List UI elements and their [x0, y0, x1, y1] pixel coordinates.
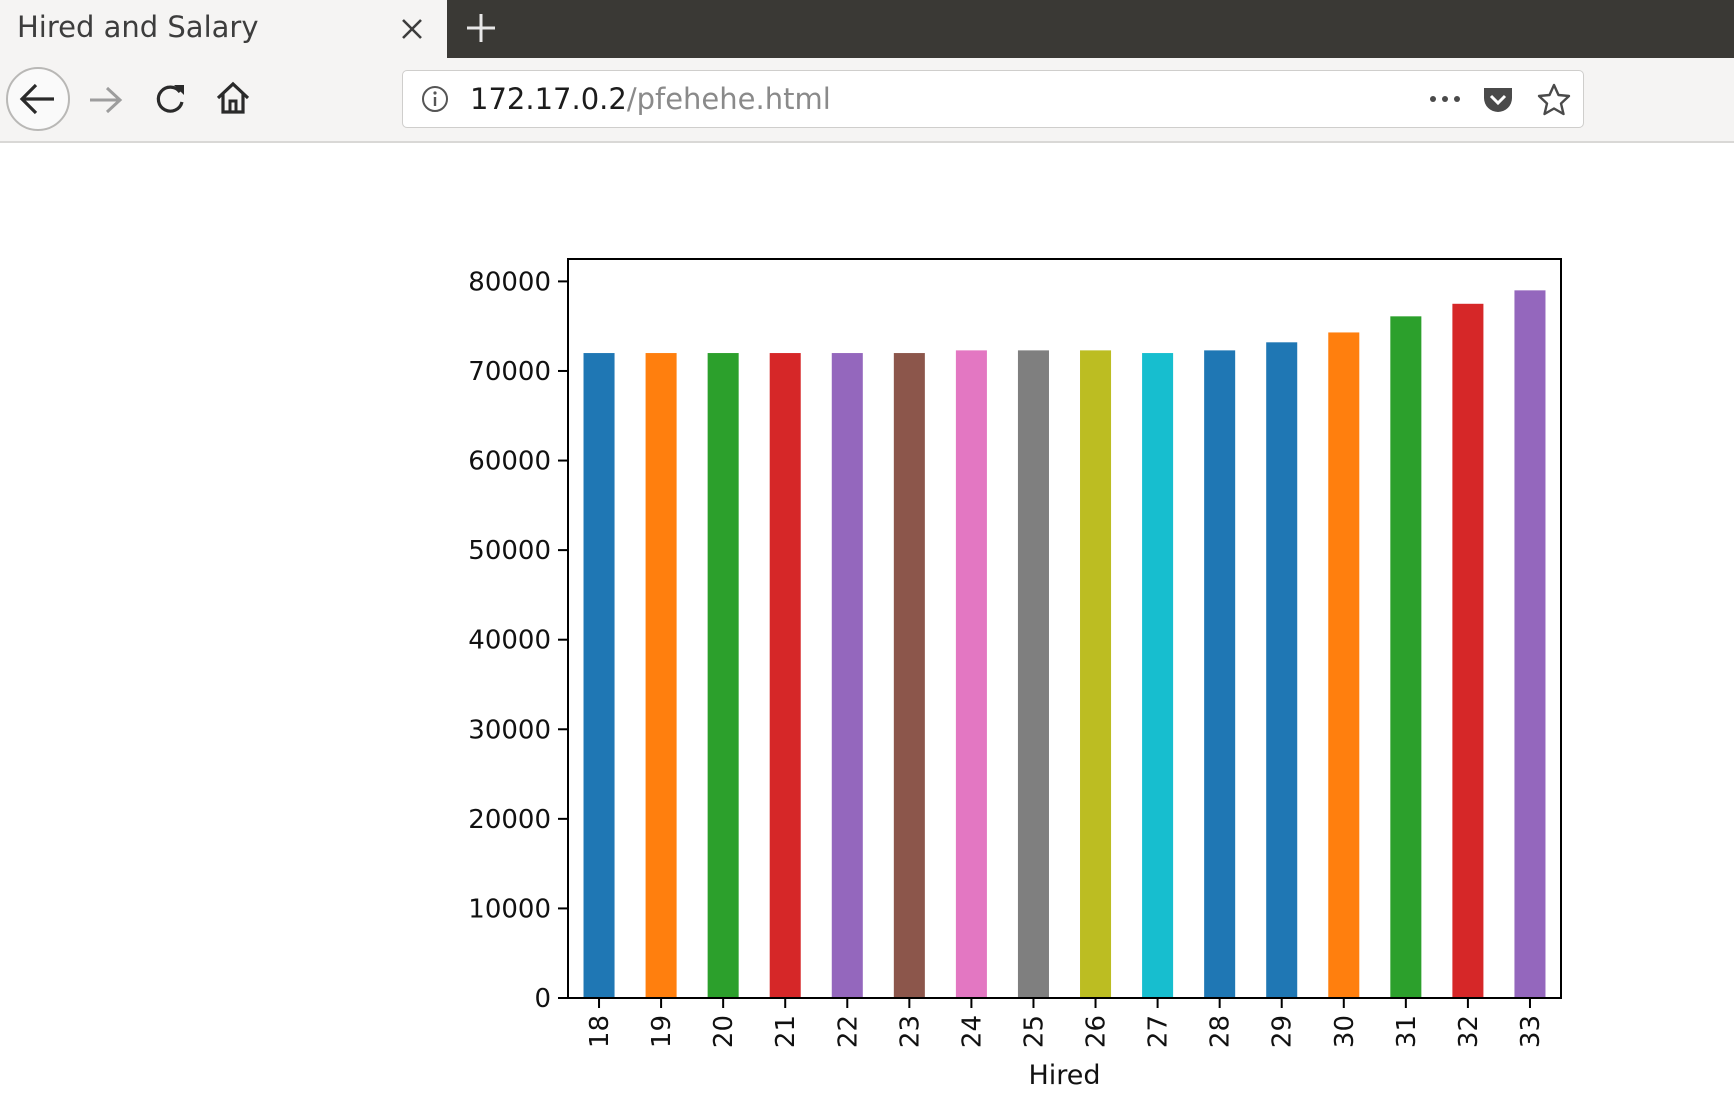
reload-icon[interactable] — [150, 80, 190, 120]
plot-frame — [567, 258, 1562, 999]
url-path: /pfehehe.html — [626, 82, 831, 116]
x-tick-label: 18 — [585, 1015, 615, 1048]
chart-area: 0 10000 20000 30000 40000 50000 60000 70000 8000… — [0, 143, 1734, 1106]
bar-30 — [1328, 332, 1360, 998]
y-tick-label: 50000 — [468, 536, 551, 566]
bar-27 — [1142, 353, 1174, 998]
bar-33 — [1514, 290, 1546, 999]
plus-icon[interactable] — [462, 9, 500, 47]
x-tick-label: 28 — [1206, 1015, 1236, 1048]
x-tick-label: 30 — [1330, 1015, 1360, 1048]
star-icon[interactable] — [1536, 82, 1572, 118]
back-arrow-icon — [19, 83, 54, 115]
bar-28 — [1204, 350, 1236, 998]
y-tick-label: 0 — [534, 984, 551, 1014]
bar-21 — [769, 353, 801, 998]
nav-bar: 172.17.0.2/pfehehe.html — [0, 58, 1734, 143]
y-tick-label: 20000 — [468, 805, 551, 835]
y-tick-label: 70000 — [468, 357, 551, 387]
y-tick-label: 10000 — [468, 894, 551, 924]
x-tick-label: 24 — [957, 1015, 987, 1048]
y-tick-label: 80000 — [468, 267, 551, 297]
y-tick-label: 40000 — [468, 626, 551, 656]
x-tick-label: 32 — [1454, 1015, 1484, 1048]
forward-arrow-icon[interactable] — [86, 80, 126, 120]
bar-26 — [1080, 350, 1112, 998]
back-button[interactable] — [6, 67, 70, 131]
x-axis-label: Hired — [1028, 1060, 1100, 1091]
x-tick-label: 22 — [833, 1015, 863, 1048]
x-tick-label: 29 — [1268, 1015, 1298, 1048]
x-tick-label: 31 — [1392, 1015, 1422, 1048]
active-tab[interactable]: Hired and Salary — [0, 0, 447, 58]
bar-24 — [955, 350, 987, 998]
pocket-icon[interactable] — [1481, 83, 1515, 117]
x-tick-label: 21 — [771, 1015, 801, 1048]
bar-chart: 0 10000 20000 30000 40000 50000 60000 70000 8000… — [468, 258, 1562, 1091]
url-bar[interactable]: 172.17.0.2/pfehehe.html — [402, 70, 1584, 128]
more-icon[interactable] — [1425, 87, 1465, 111]
bar-18 — [583, 353, 615, 998]
x-tick-label: 26 — [1082, 1015, 1112, 1048]
x-tick-label: 33 — [1516, 1015, 1546, 1048]
url-text[interactable]: 172.17.0.2/pfehehe.html — [470, 82, 831, 116]
bar-22 — [831, 353, 863, 998]
tab-bar: Hired and Salary — [0, 0, 1734, 58]
home-icon[interactable] — [213, 78, 253, 118]
x-tick-label: 27 — [1144, 1015, 1174, 1048]
x-tick-label: 20 — [709, 1015, 739, 1048]
bar-20 — [707, 353, 739, 998]
bar-25 — [1017, 350, 1049, 998]
tab-title: Hired and Salary — [17, 10, 259, 44]
url-host: 172.17.0.2 — [470, 82, 627, 116]
x-tick-label: 23 — [895, 1015, 925, 1048]
bar-19 — [645, 353, 677, 998]
bar-29 — [1266, 342, 1298, 998]
y-tick-label: 30000 — [468, 715, 551, 745]
x-tick-label: 19 — [647, 1015, 677, 1048]
info-icon[interactable] — [420, 84, 450, 114]
close-icon[interactable] — [396, 13, 428, 45]
x-tick-label: 25 — [1019, 1015, 1049, 1048]
bar-31 — [1390, 316, 1422, 998]
y-tick-label: 60000 — [468, 447, 551, 477]
bar-23 — [893, 353, 925, 998]
bar-32 — [1452, 303, 1484, 998]
